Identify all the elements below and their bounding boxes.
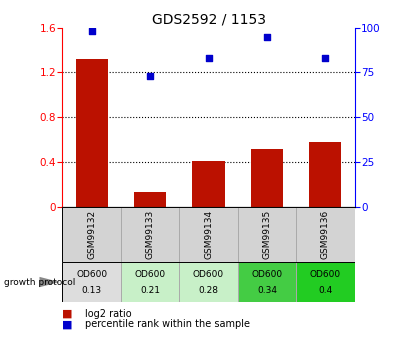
Text: OD600: OD600 bbox=[310, 270, 341, 279]
Point bbox=[322, 55, 329, 61]
Text: growth protocol: growth protocol bbox=[4, 277, 75, 287]
Text: OD600: OD600 bbox=[135, 270, 166, 279]
Bar bbox=[193, 161, 224, 207]
Bar bbox=[121, 262, 179, 302]
Point bbox=[89, 28, 95, 34]
Bar bbox=[238, 262, 296, 302]
Text: 0.34: 0.34 bbox=[257, 286, 277, 295]
Text: ■: ■ bbox=[62, 319, 73, 329]
Text: OD600: OD600 bbox=[76, 270, 107, 279]
Text: 0.4: 0.4 bbox=[318, 286, 332, 295]
Bar bbox=[76, 59, 108, 207]
Text: 0.28: 0.28 bbox=[199, 286, 218, 295]
Bar bbox=[238, 207, 296, 262]
Point bbox=[147, 73, 153, 79]
Bar bbox=[62, 262, 121, 302]
Text: 0.21: 0.21 bbox=[140, 286, 160, 295]
Bar bbox=[296, 262, 355, 302]
Text: OD600: OD600 bbox=[251, 270, 283, 279]
Point bbox=[206, 55, 212, 61]
Text: GSM99133: GSM99133 bbox=[145, 210, 155, 259]
Title: GDS2592 / 1153: GDS2592 / 1153 bbox=[152, 12, 266, 27]
Text: log2 ratio: log2 ratio bbox=[85, 309, 131, 319]
Polygon shape bbox=[39, 277, 60, 287]
Text: ■: ■ bbox=[62, 309, 73, 319]
Bar bbox=[296, 207, 355, 262]
Text: 0.13: 0.13 bbox=[82, 286, 102, 295]
Text: GSM99136: GSM99136 bbox=[321, 210, 330, 259]
Text: GSM99135: GSM99135 bbox=[262, 210, 272, 259]
Bar bbox=[121, 207, 179, 262]
Bar bbox=[179, 207, 238, 262]
Text: OD600: OD600 bbox=[193, 270, 224, 279]
Bar bbox=[62, 207, 121, 262]
Text: GSM99134: GSM99134 bbox=[204, 210, 213, 259]
Text: GSM99132: GSM99132 bbox=[87, 210, 96, 259]
Bar bbox=[179, 262, 238, 302]
Text: percentile rank within the sample: percentile rank within the sample bbox=[85, 319, 249, 329]
Bar bbox=[310, 142, 341, 207]
Point bbox=[264, 34, 270, 39]
Bar bbox=[251, 149, 283, 207]
Bar bbox=[134, 193, 166, 207]
